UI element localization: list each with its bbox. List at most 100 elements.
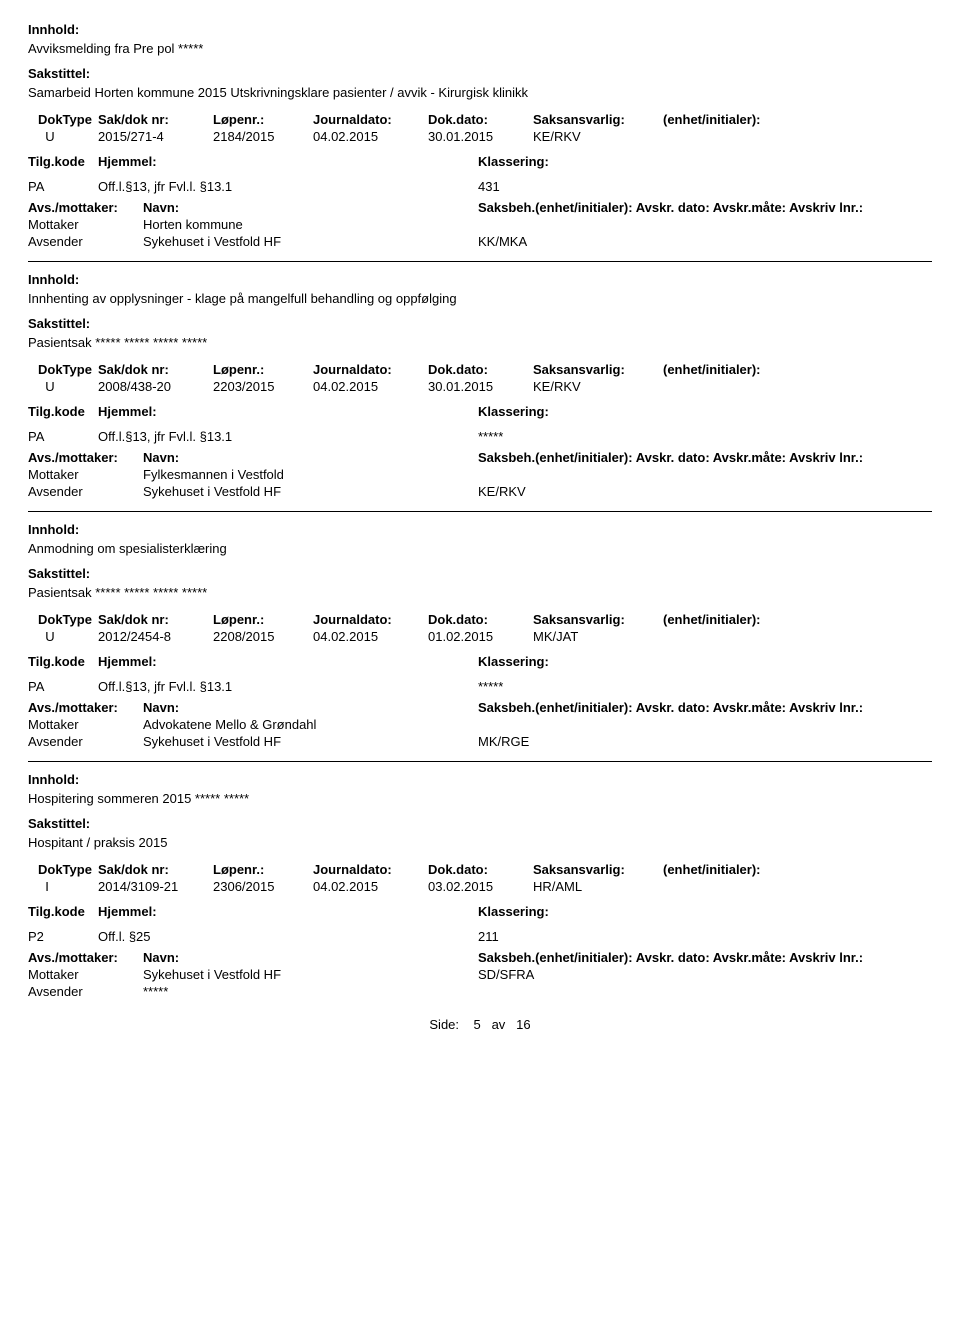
sakstittel-text: Pasientsak ***** ***** ***** ***** (28, 585, 932, 600)
party-saksbeh (478, 984, 778, 999)
party-name: Sykehuset i Vestfold HF (143, 234, 478, 249)
col-lopenr-label: Løpenr.: (213, 362, 313, 377)
avsmottaker-label: Avs./mottaker: (28, 700, 143, 715)
hjemmel-label: Hjemmel: (98, 404, 478, 419)
ansvarlig-value: KE/RKV (533, 379, 663, 394)
party-role: Mottaker (28, 217, 143, 232)
party-row: Mottaker Fylkesmannen i Vestfold (28, 467, 932, 482)
col-doktype-label: DokType (28, 862, 98, 877)
party-role: Mottaker (28, 467, 143, 482)
navn-label: Navn: (143, 950, 478, 965)
party-row: Avsender Sykehuset i Vestfold HF KK/MKA (28, 234, 932, 249)
party-row: Avsender ***** (28, 984, 932, 999)
party-row: Avsender Sykehuset i Vestfold HF KE/RKV (28, 484, 932, 499)
jdato-value: 04.02.2015 (313, 129, 428, 144)
meta-data: U 2012/2454-8 2208/2015 04.02.2015 01.02… (28, 629, 932, 644)
party-header: Avs./mottaker: Navn: Saksbeh.(enhet/init… (28, 950, 932, 965)
col-enhet-label: (enhet/initialer): (663, 862, 813, 877)
tilgkode-label: Tilg.kode (28, 154, 98, 169)
col-saknr-label: Sak/dok nr: (98, 612, 213, 627)
meta-data: U 2015/271-4 2184/2015 04.02.2015 30.01.… (28, 129, 932, 144)
col-enhet-label: (enhet/initialer): (663, 362, 813, 377)
col-ansvarlig-label: Saksansvarlig: (533, 362, 663, 377)
enhet-value (663, 879, 813, 894)
meta-data: I 2014/3109-21 2306/2015 04.02.2015 03.0… (28, 879, 932, 894)
journal-record: Innhold: Hospitering sommeren 2015 *****… (28, 772, 932, 999)
party-name: Advokatene Mello & Grøndahl (143, 717, 478, 732)
saknr-value: 2008/438-20 (98, 379, 213, 394)
tilg-header: Tilg.kode Hjemmel: Klassering: (28, 904, 932, 919)
col-jdato-label: Journaldato: (313, 612, 428, 627)
sakstittel-text: Hospitant / praksis 2015 (28, 835, 932, 850)
party-name: Fylkesmannen i Vestfold (143, 467, 478, 482)
av-label: av (492, 1017, 506, 1032)
side-label: Side: (429, 1017, 459, 1032)
sakstittel-label: Sakstittel: (28, 566, 932, 581)
party-header: Avs./mottaker: Navn: Saksbeh.(enhet/init… (28, 200, 932, 215)
klassering-label: Klassering: (478, 404, 678, 419)
col-jdato-label: Journaldato: (313, 112, 428, 127)
klassering-label: Klassering: (478, 654, 678, 669)
party-header: Avs./mottaker: Navn: Saksbeh.(enhet/init… (28, 700, 932, 715)
meta-data: U 2008/438-20 2203/2015 04.02.2015 30.01… (28, 379, 932, 394)
ddato-value: 03.02.2015 (428, 879, 533, 894)
lopenr-value: 2306/2015 (213, 879, 313, 894)
party-saksbeh (478, 467, 778, 482)
saknr-value: 2015/271-4 (98, 129, 213, 144)
enhet-value (663, 629, 813, 644)
col-saknr-label: Sak/dok nr: (98, 112, 213, 127)
col-ddato-label: Dok.dato: (428, 862, 533, 877)
avsmottaker-label: Avs./mottaker: (28, 950, 143, 965)
ddato-value: 30.01.2015 (428, 129, 533, 144)
enhet-value (663, 379, 813, 394)
party-role: Avsender (28, 234, 143, 249)
doktype-value: U (28, 629, 98, 644)
tilg-data: PA Off.l.§13, jfr Fvl.l. §13.1 ***** (28, 679, 932, 694)
tilgkode-label: Tilg.kode (28, 404, 98, 419)
saksbeh-label: Saksbeh.(enhet/initialer): Avskr. dato: … (478, 950, 932, 965)
innhold-text: Avviksmelding fra Pre pol ***** (28, 41, 932, 56)
tilgkode-value: PA (28, 429, 98, 444)
sakstittel-label: Sakstittel: (28, 316, 932, 331)
innhold-label: Innhold: (28, 22, 932, 37)
klassering-label: Klassering: (478, 154, 678, 169)
lopenr-value: 2208/2015 (213, 629, 313, 644)
doktype-value: I (28, 879, 98, 894)
ddato-value: 30.01.2015 (428, 379, 533, 394)
col-lopenr-label: Løpenr.: (213, 612, 313, 627)
navn-label: Navn: (143, 200, 478, 215)
tilgkode-value: PA (28, 179, 98, 194)
col-jdato-label: Journaldato: (313, 862, 428, 877)
records-container: Innhold: Avviksmelding fra Pre pol *****… (28, 22, 932, 999)
party-saksbeh: SD/SFRA (478, 967, 778, 982)
party-role: Avsender (28, 484, 143, 499)
hjemmel-label: Hjemmel: (98, 654, 478, 669)
page-total: 16 (516, 1017, 530, 1032)
saksbeh-label: Saksbeh.(enhet/initialer): Avskr. dato: … (478, 700, 932, 715)
innhold-text: Hospitering sommeren 2015 ***** ***** (28, 791, 932, 806)
hjemmel-label: Hjemmel: (98, 904, 478, 919)
col-saknr-label: Sak/dok nr: (98, 862, 213, 877)
ansvarlig-value: KE/RKV (533, 129, 663, 144)
party-saksbeh (478, 717, 778, 732)
party-row: Avsender Sykehuset i Vestfold HF MK/RGE (28, 734, 932, 749)
col-lopenr-label: Løpenr.: (213, 862, 313, 877)
tilg-data: P2 Off.l. §25 211 (28, 929, 932, 944)
ansvarlig-value: HR/AML (533, 879, 663, 894)
lopenr-value: 2203/2015 (213, 379, 313, 394)
ddato-value: 01.02.2015 (428, 629, 533, 644)
tilgkode-label: Tilg.kode (28, 654, 98, 669)
meta-header: DokType Sak/dok nr: Løpenr.: Journaldato… (28, 862, 932, 877)
record-separator (28, 261, 932, 262)
tilg-data: PA Off.l.§13, jfr Fvl.l. §13.1 431 (28, 179, 932, 194)
col-ansvarlig-label: Saksansvarlig: (533, 612, 663, 627)
party-row: Mottaker Horten kommune (28, 217, 932, 232)
klassering-value: 431 (478, 179, 678, 194)
ansvarlig-value: MK/JAT (533, 629, 663, 644)
party-header: Avs./mottaker: Navn: Saksbeh.(enhet/init… (28, 450, 932, 465)
avsmottaker-label: Avs./mottaker: (28, 450, 143, 465)
col-ansvarlig-label: Saksansvarlig: (533, 862, 663, 877)
col-enhet-label: (enhet/initialer): (663, 612, 813, 627)
innhold-label: Innhold: (28, 272, 932, 287)
col-doktype-label: DokType (28, 362, 98, 377)
